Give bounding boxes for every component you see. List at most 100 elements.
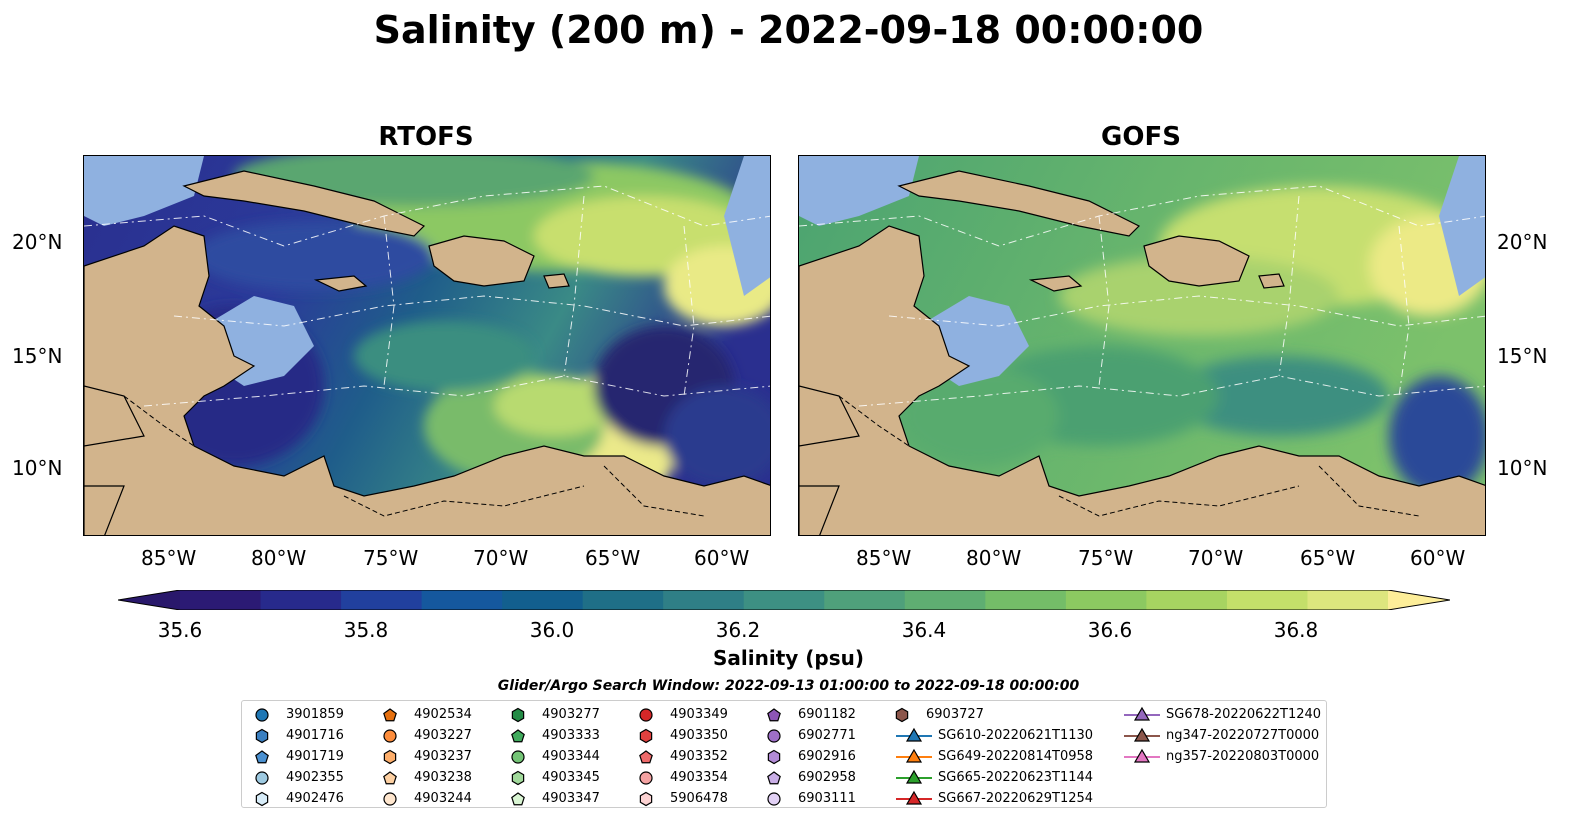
hexagon-marker-icon [639, 791, 653, 807]
legend-item-label: 4902476 [286, 791, 344, 806]
colorbar-cell [180, 590, 262, 610]
legend-item-label: 4902355 [286, 770, 344, 785]
pentagon-marker-icon [767, 771, 781, 785]
lat-label-20n-right: 20°N [1497, 230, 1548, 254]
colorbar-cells [180, 590, 1389, 610]
lon-label-80w-left: 80°W [251, 546, 307, 570]
map-gofs[interactable] [798, 155, 1486, 536]
hexagon-marker-icon [511, 770, 525, 786]
lat-label-10n-left: 10°N [12, 456, 63, 480]
map-gofs-canvas [799, 156, 1485, 535]
lon-label-85w-left: 85°W [141, 546, 197, 570]
colorbar-cell [904, 590, 986, 610]
triangle-line-marker-icon [896, 727, 932, 742]
eez-lines [84, 185, 770, 407]
colorbar-cell [824, 590, 906, 610]
colorbar-cell [1226, 590, 1309, 610]
legend: 3901859 4901716 4901719 4902355 4902476 49025… [241, 700, 1327, 808]
pentagon-marker-icon [639, 750, 653, 764]
hexagon-marker-icon [255, 791, 269, 807]
hexagon-marker-icon [255, 728, 269, 744]
colorbar-tick-36-4: 36.4 [901, 618, 947, 642]
map-rtofs[interactable] [83, 155, 771, 536]
lat-label-10n-right: 10°N [1497, 456, 1548, 480]
colorbar-cell [1146, 590, 1228, 610]
lon-label-70w-left: 70°W [473, 546, 529, 570]
land-areas [799, 170, 1485, 535]
legend-item-label: 4903277 [542, 707, 600, 722]
triangle-line-marker-icon [1124, 706, 1160, 721]
legend-item-label: 4903333 [542, 728, 600, 743]
legend-item-label: SG678-20220622T1240 [1166, 707, 1322, 722]
circle-marker-icon [511, 750, 525, 764]
legend-item-label: 4902534 [414, 707, 472, 722]
colorbar-cell [582, 590, 664, 610]
legend-item-label: 4903349 [670, 707, 728, 722]
colorbar-cell [1307, 590, 1389, 610]
colorbar-tick-35-6: 35.6 [157, 618, 203, 642]
colorbar-tick-36-0: 36.0 [529, 618, 575, 642]
triangle-line-marker-icon [1124, 748, 1160, 763]
legend-item-label: 4901716 [286, 728, 344, 743]
colorbar-extend-low [118, 590, 180, 610]
lon-label-80w-right: 80°W [966, 546, 1022, 570]
legend-item-label: 4903354 [670, 770, 728, 785]
legend-item-label: SG665-20220623T1144 [938, 770, 1094, 785]
legend-item-label: 5906478 [670, 791, 728, 806]
colorbar-tick-36-8: 36.8 [1273, 618, 1319, 642]
circle-marker-icon [255, 771, 269, 785]
triangle-line-marker-icon [896, 769, 932, 784]
colorbar-cell [743, 590, 825, 610]
lon-label-65w-left: 65°W [585, 546, 641, 570]
circle-marker-icon [255, 708, 269, 722]
colorbar-cell [1065, 590, 1147, 610]
panel-title-rtofs: RTOFS [378, 122, 474, 152]
circle-marker-icon [639, 708, 653, 722]
lon-label-85w-right: 85°W [856, 546, 912, 570]
legend-item-label: ng357-20220803T0000 [1166, 749, 1320, 764]
colorbar-tick-35-8: 35.8 [343, 618, 389, 642]
lat-label-15n-right: 15°N [1497, 344, 1548, 368]
pentagon-marker-icon [383, 771, 397, 785]
map-rtofs-canvas [84, 156, 770, 535]
legend-item-label: 4903244 [414, 791, 472, 806]
legend-item-label: ng347-20220727T0000 [1166, 728, 1320, 743]
figure-title: Salinity (200 m) - 2022-09-18 00:00:00 [373, 8, 1204, 52]
hexagon-marker-icon [383, 749, 397, 765]
hexagon-marker-icon [511, 707, 525, 723]
legend-item-label: 6903727 [926, 707, 984, 722]
hexagon-marker-icon [639, 728, 653, 744]
legend-item-label: 3901859 [286, 707, 344, 722]
triangle-line-marker-icon [896, 748, 932, 763]
legend-item-label: 6902958 [798, 770, 856, 785]
pentagon-marker-icon [511, 792, 525, 806]
lat-label-15n-left: 15°N [12, 344, 63, 368]
colorbar [118, 590, 1450, 610]
lat-label-20n-left: 20°N [12, 230, 63, 254]
pentagon-marker-icon [767, 708, 781, 722]
legend-item-label: SG610-20220621T1130 [938, 728, 1094, 743]
hexagon-marker-icon [895, 707, 909, 723]
legend-item-label: 4903345 [542, 770, 600, 785]
lon-label-70w-right: 70°W [1188, 546, 1244, 570]
colorbar-tick-36-6: 36.6 [1087, 618, 1133, 642]
land-borders [838, 395, 1420, 517]
circle-marker-icon [383, 792, 397, 806]
colorbar-tick-36-2: 36.2 [715, 618, 761, 642]
legend-item-label: 4903352 [670, 749, 728, 764]
legend-item-label: 6902771 [798, 728, 856, 743]
circle-marker-icon [383, 729, 397, 743]
legend-item-label: 4903237 [414, 749, 472, 764]
legend-item-label: 4901719 [286, 749, 344, 764]
land-areas [84, 170, 770, 535]
legend-item-label: 4903344 [542, 749, 600, 764]
hexagon-marker-icon [767, 749, 781, 765]
triangle-line-marker-icon [896, 790, 932, 805]
legend-item-label: 6902916 [798, 749, 856, 764]
land-borders [123, 395, 705, 517]
colorbar-cell [341, 590, 423, 610]
colorbar-label: Salinity (psu) [712, 646, 864, 670]
circle-marker-icon [639, 771, 653, 785]
legend-item-label: 6901182 [798, 707, 856, 722]
panel-title-gofs: GOFS [1101, 122, 1181, 152]
